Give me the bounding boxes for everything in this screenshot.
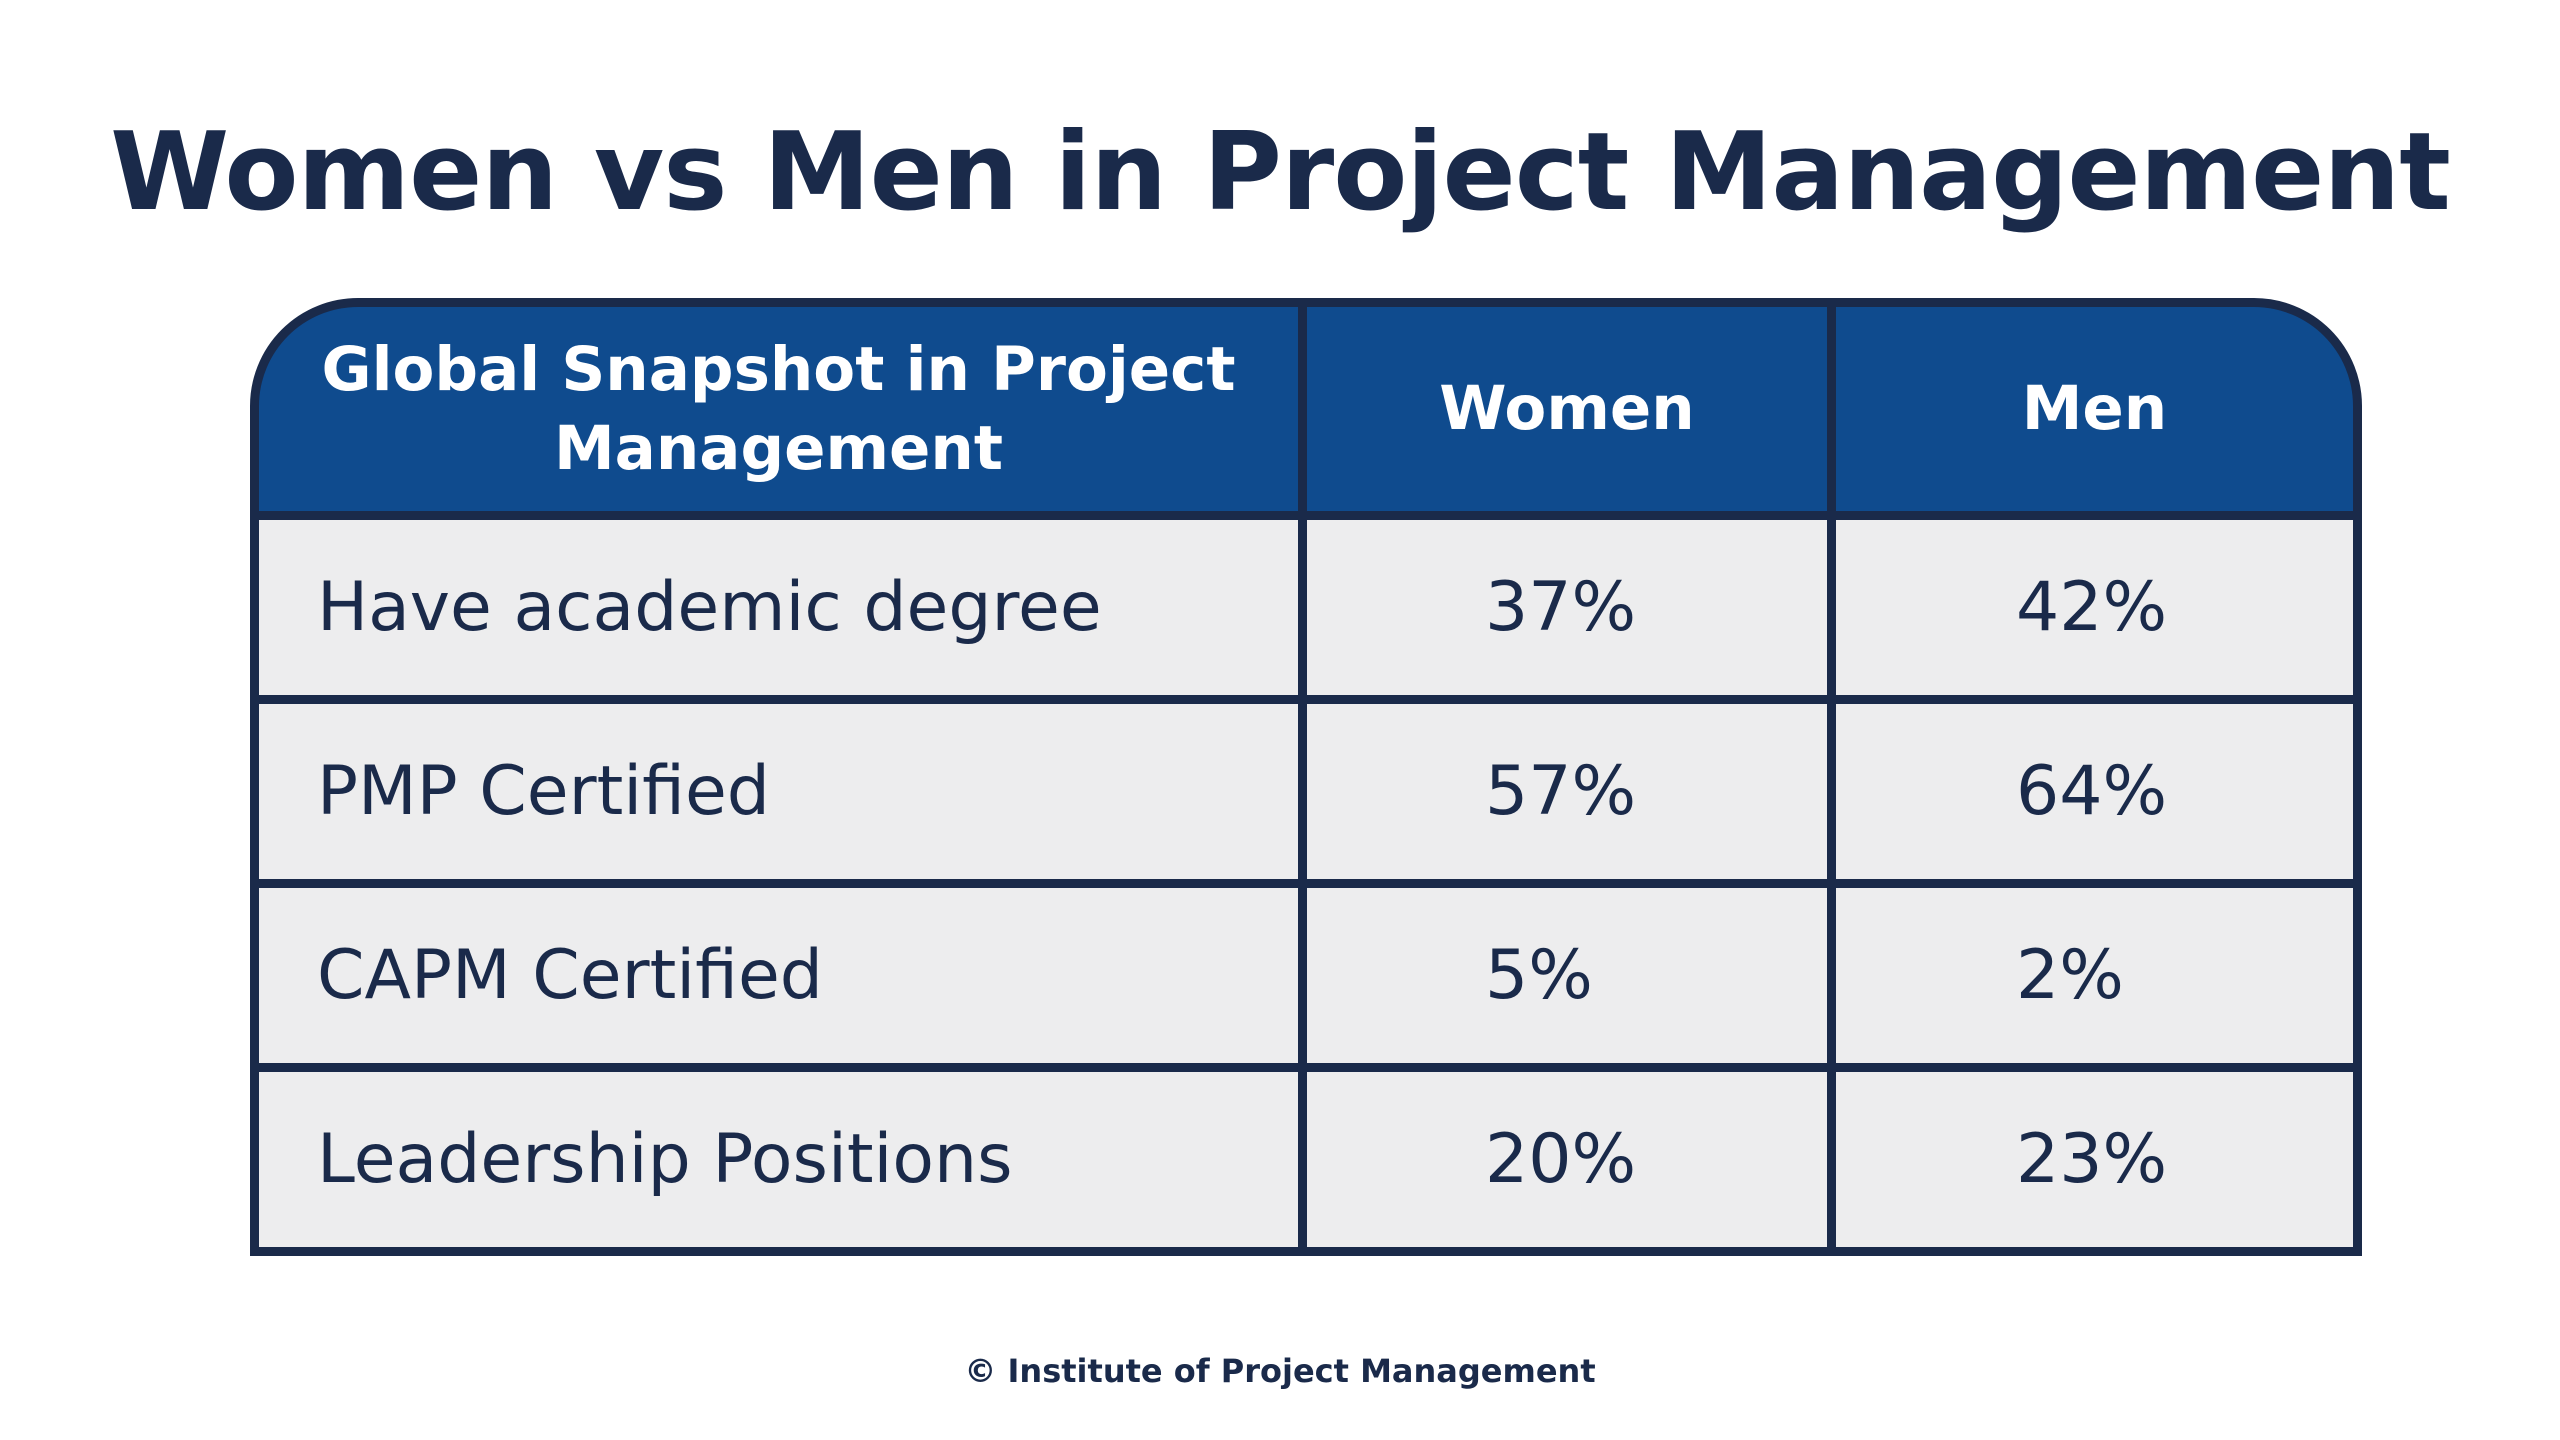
copyright-footer: © Institute of Project Management xyxy=(964,1352,1596,1390)
women-value: 57% xyxy=(1307,695,1836,879)
table-header-row: Global Snapshot in Project Management Wo… xyxy=(259,307,2353,511)
comparison-table: Global Snapshot in Project Management Wo… xyxy=(259,307,2353,1247)
row-label: CAPM Certified xyxy=(259,879,1307,1063)
women-value: 5% xyxy=(1307,879,1836,1063)
men-value: 42% xyxy=(1836,511,2353,695)
table-row: Have academic degree 37% 42% xyxy=(259,511,2353,695)
page-title: Women vs Men in Project Management xyxy=(110,110,2451,235)
women-value: 37% xyxy=(1307,511,1836,695)
women-value: 20% xyxy=(1307,1063,1836,1247)
snapshot-table: Global Snapshot in Project Management Wo… xyxy=(250,298,2362,1256)
table-row: PMP Certified 57% 64% xyxy=(259,695,2353,879)
header-men: Men xyxy=(1836,307,2353,511)
row-label: Have academic degree xyxy=(259,511,1307,695)
header-women: Women xyxy=(1307,307,1836,511)
men-value: 23% xyxy=(1836,1063,2353,1247)
row-label: Leadership Positions xyxy=(259,1063,1307,1247)
men-value: 2% xyxy=(1836,879,2353,1063)
table-row: CAPM Certified 5% 2% xyxy=(259,879,2353,1063)
header-metric: Global Snapshot in Project Management xyxy=(259,307,1307,511)
men-value: 64% xyxy=(1836,695,2353,879)
table-row: Leadership Positions 20% 23% xyxy=(259,1063,2353,1247)
row-label: PMP Certified xyxy=(259,695,1307,879)
